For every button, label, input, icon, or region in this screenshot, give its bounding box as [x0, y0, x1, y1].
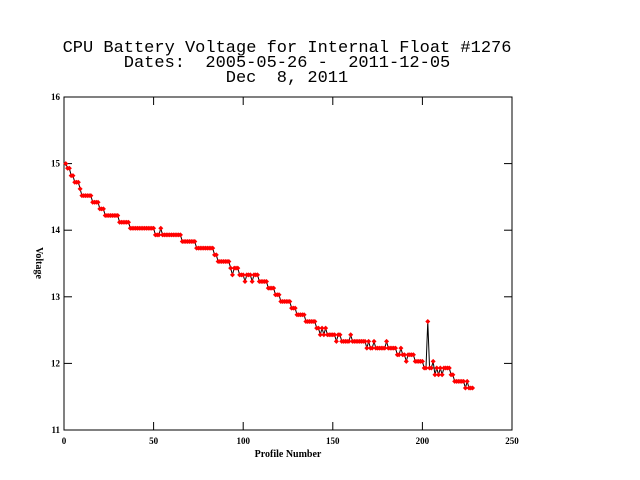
data-point: [446, 365, 452, 371]
data-point: [432, 372, 438, 378]
data-point: [428, 365, 434, 371]
data-point: [63, 161, 69, 167]
data-point: [470, 385, 476, 391]
data-point: [393, 345, 399, 351]
data-point: [398, 345, 404, 351]
chart-subtitle: Dates: 2005-05-26 - 2011-12-05: [124, 54, 450, 73]
data-point: [95, 199, 101, 205]
data-point: [156, 232, 162, 238]
data-point: [177, 232, 183, 238]
x-tick-label: 250: [505, 436, 519, 446]
data-point: [430, 358, 436, 364]
data-point: [436, 372, 442, 378]
data-point: [319, 325, 325, 331]
data-point: [348, 332, 354, 338]
data-point: [450, 372, 456, 378]
x-tick-label: 50: [149, 436, 159, 446]
data-point: [437, 365, 443, 371]
x-tick-label: 100: [236, 436, 250, 446]
data-point: [301, 312, 307, 318]
data-point: [315, 325, 321, 331]
data-point: [226, 259, 232, 265]
data-point: [419, 358, 425, 364]
data-point: [271, 285, 277, 291]
data-point: [461, 378, 467, 384]
chart-subtitle: Dec 8, 2011: [226, 69, 348, 88]
data-point: [464, 378, 470, 384]
x-tick-label: 0: [62, 436, 67, 446]
data-point: [213, 252, 219, 258]
data-point: [403, 358, 409, 364]
data-point: [192, 239, 198, 245]
y-axis-label: Voltage: [33, 247, 44, 279]
data-point: [410, 352, 416, 358]
data-point: [333, 338, 339, 344]
data-point: [364, 345, 370, 351]
data-point: [240, 272, 246, 278]
data-point: [247, 272, 253, 278]
y-tick-label: 12: [51, 358, 61, 368]
data-point: [382, 345, 388, 351]
data-point: [317, 332, 323, 338]
data-point: [384, 338, 390, 344]
data-point: [287, 298, 293, 304]
data-point: [263, 278, 269, 284]
data-point: [70, 173, 76, 179]
x-tick-label: 150: [326, 436, 340, 446]
data-point: [396, 352, 402, 358]
data-point: [332, 332, 338, 338]
data-point: [423, 365, 429, 371]
data-point: [235, 265, 241, 271]
data-point: [401, 352, 407, 358]
data-point: [323, 325, 329, 331]
y-tick-label: 11: [51, 425, 60, 435]
data-point: [115, 213, 121, 219]
x-axis-label: Profile Number: [255, 449, 322, 460]
data-point: [337, 332, 343, 338]
data-point: [292, 305, 298, 311]
data-point: [158, 225, 164, 231]
data-point: [439, 372, 445, 378]
data-point: [126, 219, 132, 225]
data-point: [228, 265, 234, 271]
data-point: [77, 186, 83, 192]
data-point: [312, 318, 318, 324]
data-point: [371, 338, 377, 344]
data-point: [100, 206, 106, 212]
plot-frame: [63, 96, 513, 431]
data-point: [346, 338, 352, 344]
data-point: [151, 225, 157, 231]
y-tick-label: 15: [51, 159, 61, 169]
data-point: [425, 318, 431, 324]
data-point: [66, 165, 72, 171]
data-point: [276, 292, 282, 298]
x-tick-label: 200: [416, 436, 430, 446]
data-point: [321, 332, 327, 338]
data-point: [210, 245, 216, 251]
y-tick-label: 14: [51, 225, 61, 235]
data-point: [434, 365, 440, 371]
data-point: [362, 338, 368, 344]
data-point: [75, 179, 81, 185]
data-point: [255, 272, 261, 278]
data-point: [229, 272, 235, 278]
data-point: [369, 345, 375, 351]
y-tick-label: 16: [51, 92, 61, 102]
data-point: [366, 338, 372, 344]
data-point: [462, 385, 468, 391]
data-point: [242, 278, 248, 284]
y-tick-label: 13: [51, 292, 61, 302]
data-point: [249, 278, 255, 284]
chart-title: CPU Battery Voltage for Internal Float #…: [63, 39, 512, 58]
data-point: [88, 193, 94, 199]
